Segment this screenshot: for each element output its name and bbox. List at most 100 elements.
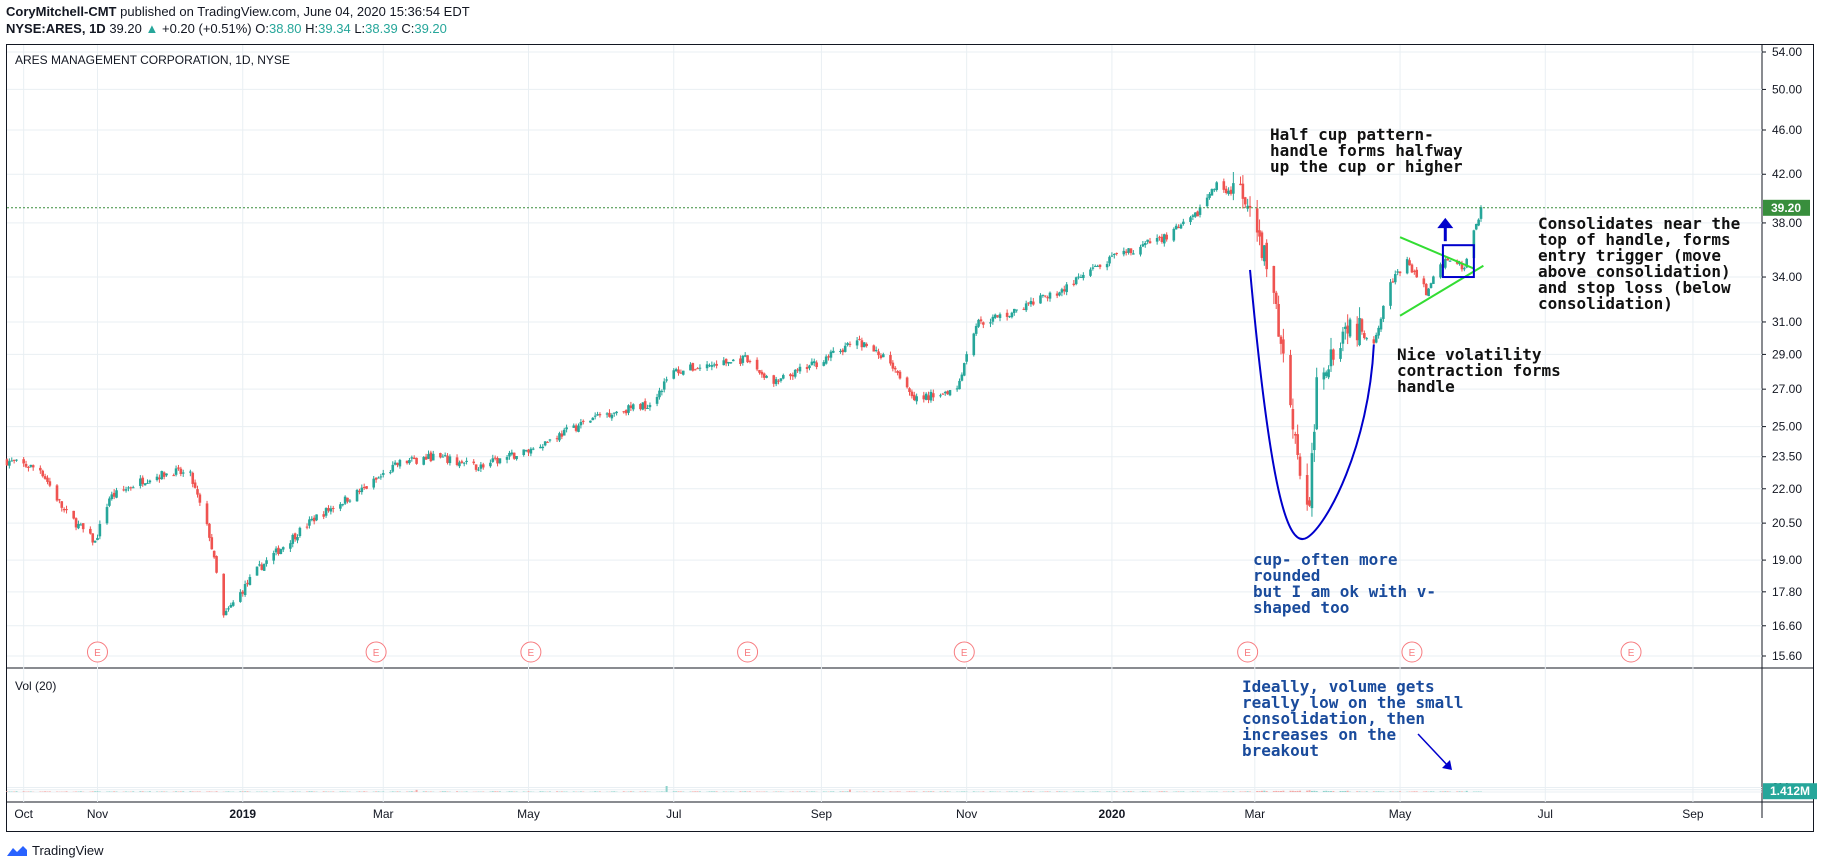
annotation-consolidates: top of handle, forms (1538, 230, 1731, 249)
candle-body (1065, 284, 1068, 293)
candle-body (958, 380, 961, 390)
tradingview-icon (7, 845, 27, 856)
candle-body (548, 439, 552, 441)
candle-body (1279, 336, 1283, 344)
volume-bar (572, 791, 575, 792)
volume-bar (1091, 791, 1094, 792)
candle-body (889, 355, 892, 364)
volume-bar (932, 791, 935, 792)
volume-bar (1430, 791, 1433, 792)
candle-body (312, 517, 316, 522)
candle-body (155, 476, 159, 481)
earnings-marker-label: E (1628, 648, 1635, 659)
candle-body (424, 456, 428, 460)
candle-body (948, 390, 952, 396)
volume-bar (1058, 791, 1061, 792)
volume-bar (844, 791, 847, 792)
volume-bar (629, 791, 632, 792)
volume-bar (1329, 791, 1332, 792)
candle-body (1460, 264, 1464, 270)
candle-body (27, 466, 30, 468)
candle-body (1339, 348, 1342, 359)
candle-body (89, 528, 92, 534)
candle-body (543, 441, 547, 446)
candle-body (277, 547, 280, 555)
candle-body (439, 453, 442, 458)
candle-body (129, 487, 133, 489)
candle-body (1393, 274, 1397, 283)
volume-bar (698, 791, 701, 792)
candle-body (910, 391, 914, 397)
price-tick-label: 50.00 (1772, 82, 1802, 96)
tradingview-logo[interactable]: TradingView (6, 843, 104, 858)
candle-body (93, 540, 97, 543)
candle-body (460, 461, 464, 463)
candle-body (772, 375, 776, 384)
candle-body (596, 414, 599, 416)
candle-body (289, 543, 292, 549)
volume-bar (441, 791, 444, 792)
volume-bar (1458, 791, 1461, 792)
candle-body (1377, 327, 1380, 336)
volume-bar (1122, 791, 1125, 792)
candle-body (210, 537, 214, 550)
price-tick-label: 15.60 (1772, 649, 1802, 663)
candle-body (474, 464, 478, 470)
candle-body (477, 469, 480, 471)
price-change: +0.20 (+0.51%) (162, 21, 252, 36)
volume-bar (115, 791, 118, 792)
candle-body (389, 472, 392, 474)
volume-bar (548, 791, 551, 792)
annotation-half-cup: handle forms halfway (1270, 141, 1463, 160)
candle-body (932, 393, 935, 398)
candle-body (379, 476, 383, 478)
candle-body (1213, 189, 1216, 191)
volume-bar (1344, 790, 1347, 792)
candle-body (962, 363, 966, 376)
candle-body (431, 453, 435, 461)
volume-bar (672, 791, 675, 792)
candle-body (1360, 319, 1364, 332)
volume-bar (1365, 791, 1368, 792)
candle-body (1082, 274, 1085, 279)
earnings-marker-label: E (961, 648, 968, 659)
volume-bar (810, 791, 813, 792)
candle-body (291, 534, 295, 544)
candle-body (824, 356, 828, 364)
candle-body (879, 355, 883, 359)
candle-body (724, 358, 728, 364)
candle-body (715, 363, 718, 366)
candle-body (622, 411, 626, 413)
candle-body (1177, 226, 1180, 228)
volume-bar (1127, 791, 1130, 792)
volume-bar (113, 791, 116, 792)
volume-bar (1444, 791, 1447, 792)
volume-bar (1008, 791, 1011, 792)
candle-body (998, 314, 1002, 318)
close-value: 39.20 (414, 21, 447, 36)
candle-body (1341, 331, 1345, 344)
volume-bar (896, 791, 899, 792)
candle-body (427, 454, 430, 459)
candle-body (1015, 309, 1018, 311)
candle-body (231, 602, 235, 606)
support-trendline (1399, 264, 1484, 317)
candle-body (1379, 318, 1383, 330)
volume-bar (1141, 791, 1144, 792)
candle-body (891, 362, 895, 369)
volume-bar (1415, 791, 1418, 792)
volume-bar (610, 791, 613, 792)
candle-body (272, 552, 276, 561)
candle-body (98, 524, 102, 537)
candle-body (196, 489, 199, 495)
candle-body (793, 369, 797, 377)
candle-body (1193, 212, 1197, 217)
candle-body (908, 388, 911, 393)
candle-body (1274, 292, 1278, 304)
earnings-marker (1401, 641, 1423, 663)
volume-bar (1132, 791, 1135, 792)
candle-body (577, 425, 580, 432)
candle-body (1265, 242, 1268, 270)
author-name[interactable]: CoryMitchell-CMT (6, 4, 117, 19)
